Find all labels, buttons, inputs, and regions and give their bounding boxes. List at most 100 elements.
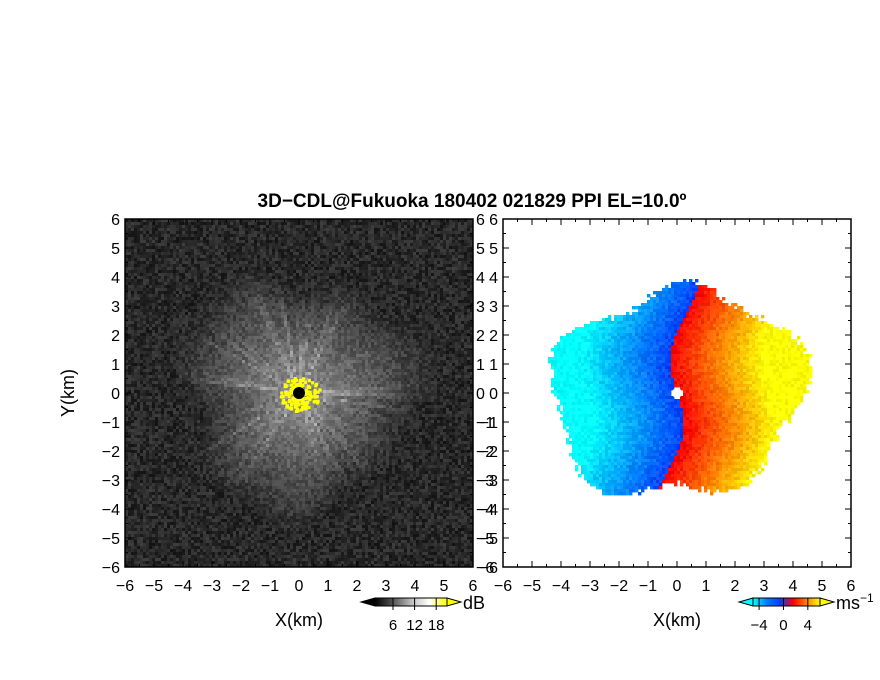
reflectivity-cell [125,477,129,481]
reflectivity-cell [146,390,150,394]
reflectivity-cell [227,279,231,283]
reflectivity-cell [245,321,249,325]
reflectivity-cell [146,375,150,379]
reflectivity-cell [242,543,246,547]
reflectivity-cell [227,384,231,388]
reflectivity-cell [203,219,207,223]
reflectivity-cell [245,528,249,532]
reflectivity-cell [203,315,207,319]
reflectivity-cell [221,447,225,451]
reflectivity-cell [188,252,192,256]
reflectivity-cell [242,501,246,505]
reflectivity-cell [143,360,147,364]
reflectivity-cell [164,558,168,562]
reflectivity-cell [206,288,210,292]
reflectivity-cell [221,387,225,391]
reflectivity-cell [170,300,174,304]
reflectivity-cell [140,312,144,316]
reflectivity-cell [185,465,189,469]
reflectivity-cell [170,492,174,496]
reflectivity-cell [170,444,174,448]
reflectivity-cell [239,453,243,457]
reflectivity-cell [212,219,216,223]
reflectivity-cell [128,369,132,373]
reflectivity-cell [146,342,150,346]
reflectivity-cell [185,270,189,274]
reflectivity-cell [245,351,249,355]
reflectivity-cell [128,258,132,262]
reflectivity-cell [236,450,240,454]
reflectivity-cell [239,261,243,265]
reflectivity-cell [143,456,147,460]
reflectivity-cell [188,393,192,397]
reflectivity-cell [251,531,255,535]
reflectivity-cell [155,555,159,559]
reflectivity-cell [203,327,207,331]
reflectivity-cell [137,468,141,472]
reflectivity-cell [239,528,243,532]
reflectivity-cell [149,279,153,283]
reflectivity-cell [131,411,135,415]
reflectivity-cell [221,294,225,298]
reflectivity-cell [164,465,168,469]
reflectivity-cell [197,414,201,418]
reflectivity-cell [137,279,141,283]
reflectivity-cell [155,450,159,454]
reflectivity-cell [197,360,201,364]
reflectivity-cell [188,492,192,496]
reflectivity-cell [242,531,246,535]
reflectivity-cell [221,354,225,358]
reflectivity-cell [215,543,219,547]
reflectivity-cell [236,489,240,493]
reflectivity-cell [251,270,255,274]
reflectivity-cell [221,528,225,532]
reflectivity-cell [173,447,177,451]
reflectivity-cell [206,483,210,487]
reflectivity-cell [236,231,240,235]
reflectivity-cell [161,507,165,511]
reflectivity-cell [227,540,231,544]
reflectivity-cell [131,468,135,472]
reflectivity-cell [143,282,147,286]
reflectivity-cell [155,273,159,277]
reflectivity-cell [248,486,252,490]
reflectivity-cell [224,339,228,343]
reflectivity-cell [230,381,234,385]
reflectivity-cell [164,237,168,241]
reflectivity-cell [167,498,171,502]
reflectivity-cell [212,546,216,550]
reflectivity-cell [125,369,129,373]
reflectivity-cell [164,258,168,262]
reflectivity-cell [179,417,183,421]
reflectivity-cell [236,459,240,463]
reflectivity-cell [191,330,195,334]
reflectivity-cell [224,225,228,229]
reflectivity-cell [158,261,162,265]
reflectivity-cell [170,336,174,340]
reflectivity-cell [194,558,198,562]
reflectivity-cell [209,492,213,496]
reflectivity-cell [152,342,156,346]
reflectivity-cell [131,531,135,535]
reflectivity-cell [134,357,138,361]
reflectivity-cell [197,387,201,391]
reflectivity-cell [248,258,252,262]
reflectivity-cell [143,381,147,385]
reflectivity-cell [230,348,234,352]
reflectivity-cell [227,240,231,244]
reflectivity-cell [173,456,177,460]
reflectivity-cell [137,447,141,451]
reflectivity-cell [143,537,147,541]
reflectivity-cell [182,252,186,256]
reflectivity-cell [146,339,150,343]
reflectivity-cell [239,333,243,337]
reflectivity-cell [185,432,189,436]
reflectivity-cell [161,225,165,229]
reflectivity-cell [230,540,234,544]
reflectivity-cell [173,288,177,292]
reflectivity-cell [200,525,204,529]
reflectivity-cell [149,354,153,358]
reflectivity-cell [182,393,186,397]
reflectivity-cell [158,309,162,313]
reflectivity-cell [176,222,180,226]
